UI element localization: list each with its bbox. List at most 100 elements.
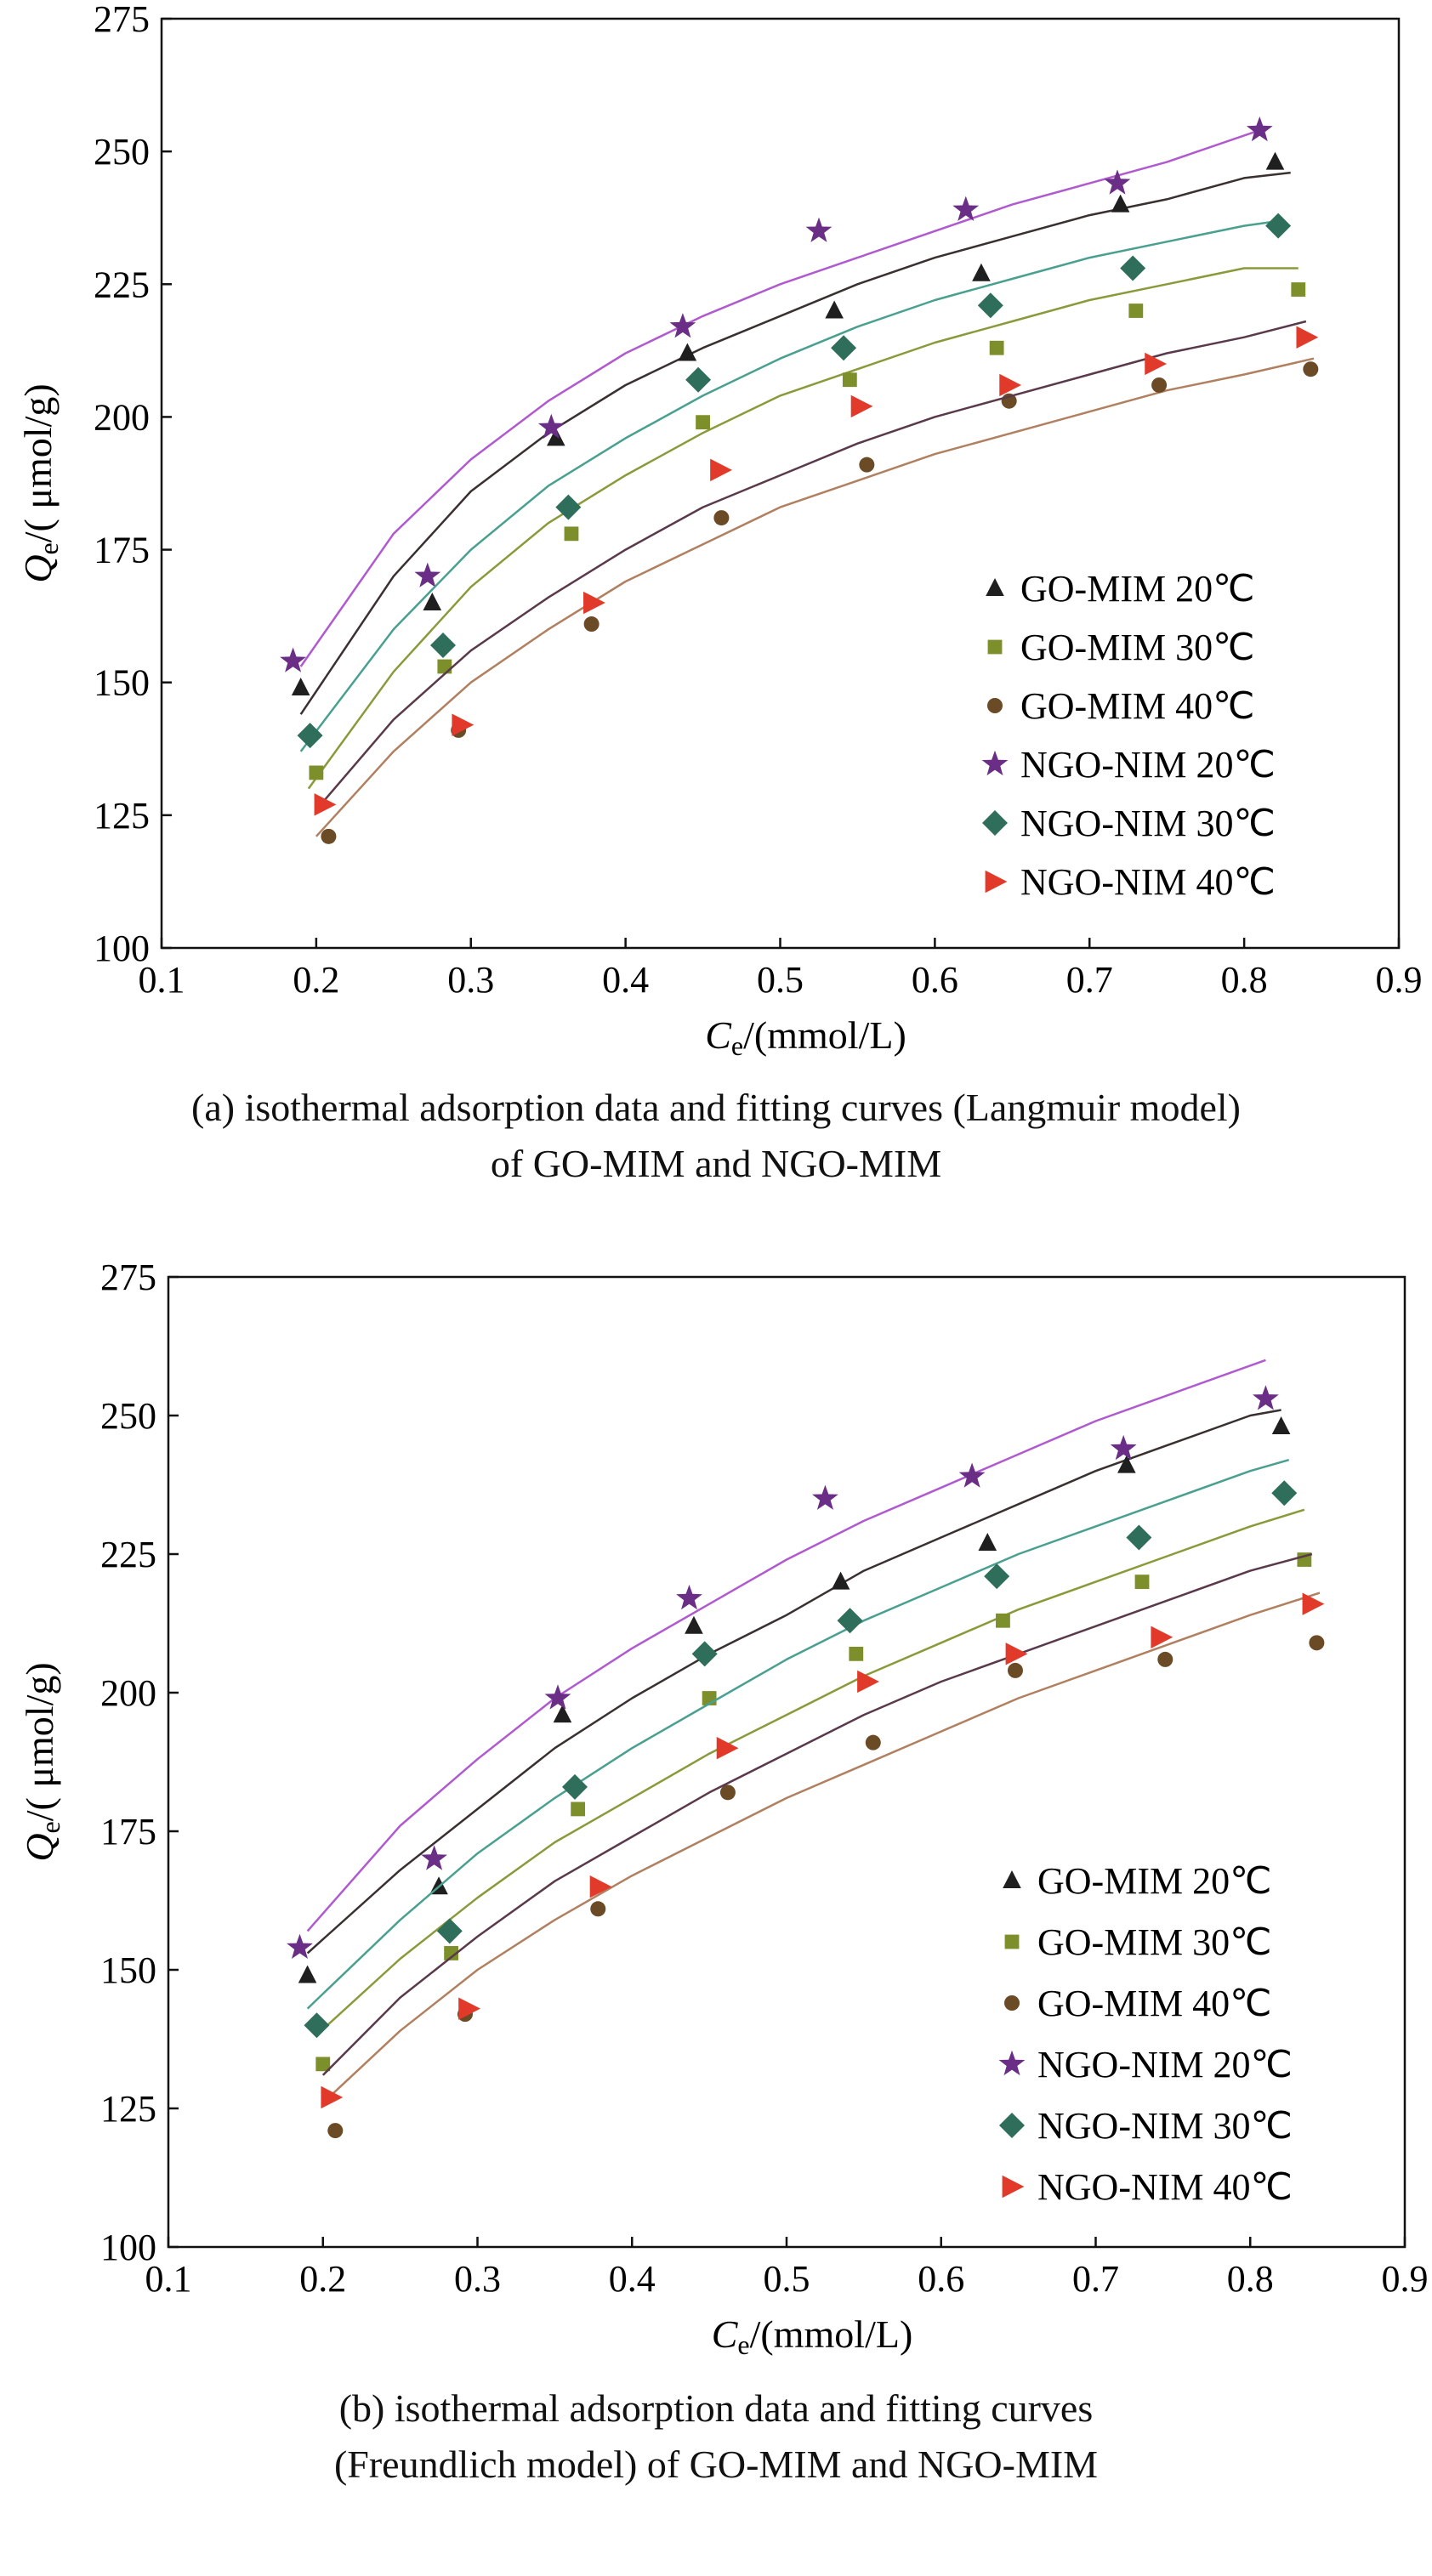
chart-a-data-point <box>291 677 310 695</box>
chart-a-data-point <box>952 196 980 221</box>
chart-a-fit-curve <box>315 320 1307 811</box>
chart-b-data-point <box>327 2123 344 2139</box>
chart-a-fit-curve <box>299 129 1260 667</box>
chart-b-legend-label: NGO-NIM 20℃ <box>1037 2044 1293 2085</box>
chart-a-data-point <box>537 413 565 439</box>
chart-b-data-point <box>1134 1575 1150 1589</box>
chart-a-data-point <box>977 292 1003 319</box>
chart-b-data-point <box>1110 1434 1137 1461</box>
chart-b-data-point <box>831 1571 850 1590</box>
chart-a-series-3 <box>280 116 1273 672</box>
chart-b-legend-marker <box>999 2113 1025 2138</box>
chart-a-data-point <box>555 494 582 520</box>
chart-b-y-axis-label-sub: e <box>35 1821 65 1833</box>
chart-a-data-point <box>1111 194 1130 213</box>
chart-b-data-point <box>1271 1480 1298 1506</box>
chart-b-data-point <box>304 2012 330 2039</box>
chart-a-x-tick-label: 0.8 <box>1221 959 1268 1001</box>
chart-a-data-point <box>1128 304 1144 318</box>
chart-b-x-ticks: 0.1 0.2 0.3 0.4 0.5 0.6 0.7 0.8 0.9 <box>145 2237 1429 2300</box>
chart-b-data-point <box>676 1585 702 1610</box>
chart-b-series-0 <box>298 1409 1291 1983</box>
chart-a-x-axis-label-main: C <box>705 1013 732 1057</box>
chart-b-data-point <box>996 1613 1010 1628</box>
chart-b-legend-label: GO-MIM 40℃ <box>1037 1983 1272 2024</box>
chart-a-data-point <box>430 632 457 658</box>
chart-b-x-axis-label-sub: e <box>737 2329 749 2360</box>
chart-a-data-point <box>678 343 697 361</box>
chart-b-y-tick-label: 250 <box>100 1395 156 1437</box>
chart-a-y-axis-label-main: Q <box>16 554 60 582</box>
chart-a-data-point <box>989 340 1004 355</box>
chart-b-data-point <box>719 1784 736 1801</box>
chart-b-data-point <box>315 2057 331 2072</box>
chart-a-x-tick-label: 0.9 <box>1376 959 1423 1001</box>
chart-b-data-point <box>1157 1651 1173 1667</box>
chart-b-data-point <box>287 1933 313 1959</box>
chart-a-x-axis-label-sub: e <box>731 1030 743 1061</box>
chart-b-legend-marker <box>1004 1934 1020 1949</box>
chart-b-y-axis-label: Qe/( μmol/g) <box>18 1662 65 1861</box>
chart-a-legend-marker <box>981 750 1009 776</box>
chart-a-data-point <box>414 562 441 587</box>
chart-a-data-point <box>972 263 991 281</box>
chart-b-data-point <box>978 1532 997 1551</box>
chart-a-data-point <box>1296 326 1319 349</box>
chart-b-fit-curve <box>321 1592 1321 2104</box>
chart-b-data-point <box>444 1946 459 1960</box>
chart-a-caption-line2: of GO-MIM and NGO-MIM <box>490 1142 942 1185</box>
chart-b-caption: (b) isothermal adsorption data and fitti… <box>0 2380 1432 2493</box>
chart-b-legend: GO-MIM 20℃ GO-MIM 30℃ GO-MIM 40℃ NGO-NIM 20… <box>998 1860 1293 2208</box>
chart-a-data-point <box>583 616 600 633</box>
chart-a-data-point <box>669 313 696 338</box>
chart-a-x-tick-label: 0.7 <box>1066 959 1113 1001</box>
chart-b-y-tick-label: 175 <box>100 1811 156 1853</box>
chart-b-data-point <box>716 1737 739 1760</box>
chart-a-x-tick-label: 0.5 <box>757 959 804 1001</box>
chart-a-data-point <box>1145 352 1168 376</box>
chart-b-data-point <box>1126 1524 1152 1551</box>
chart-b-legend-label: GO-MIM 30℃ <box>1037 1921 1272 1963</box>
chart-b-data-point <box>1007 1662 1023 1678</box>
chart-b-y-axis-label-main: Q <box>18 1833 61 1861</box>
chart-a-plot: 0.1 0.2 0.3 0.4 0.5 0.6 0.7 0.8 0.9 100 125 150 175 2… <box>16 0 1423 1061</box>
chart-b-x-axis-label: Ce/(mmol/L) <box>712 2312 913 2360</box>
chart-a-data-point <box>583 591 605 615</box>
chart-a: 0.1 0.2 0.3 0.4 0.5 0.6 0.7 0.8 0.9 100 125 150 175 2… <box>0 0 1432 1250</box>
chart-a-series-1 <box>307 267 1306 790</box>
chart-b-data-point <box>544 1684 571 1710</box>
chart-b-x-axis-label-main: C <box>712 2312 739 2356</box>
chart-b: 0.1 0.2 0.3 0.4 0.5 0.6 0.7 0.8 0.9 100 125 150 175 2… <box>0 1258 1432 2576</box>
chart-a-data-point <box>1303 361 1319 377</box>
chart-a-legend-marker <box>982 810 1008 836</box>
chart-b-series-2 <box>321 1592 1325 2139</box>
chart-a-y-tick-label: 150 <box>94 662 150 704</box>
chart-a-data-point <box>564 526 579 542</box>
chart-b-series-5 <box>321 1552 1325 2109</box>
chart-a-data-point <box>1265 213 1292 239</box>
chart-a-data-point <box>1265 151 1285 170</box>
chart-a-y-tick-label: 200 <box>94 396 150 438</box>
chart-b-y-tick-label: 200 <box>100 1672 156 1714</box>
chart-b-data-point <box>298 1965 317 1983</box>
chart-b-data-point <box>571 1801 586 1817</box>
chart-b-data-point <box>857 1670 879 1694</box>
chart-a-data-point <box>1120 255 1146 281</box>
chart-a-y-tick-label: 175 <box>94 530 150 571</box>
chart-b-data-point <box>1253 1385 1279 1410</box>
chart-a-y-tick-label: 275 <box>94 0 150 40</box>
chart-b-y-tick-label: 275 <box>100 1258 156 1298</box>
chart-a-y-tick-label: 250 <box>94 131 150 173</box>
chart-a-data-point <box>710 458 732 482</box>
chart-b-x-tick-label: 0.3 <box>454 2258 501 2300</box>
chart-a-y-ticks: 100 125 150 175 200 225 250 275 <box>94 0 172 969</box>
chart-a-legend-label: GO-MIM 20℃ <box>1020 568 1255 610</box>
chart-a-data-point <box>314 793 337 816</box>
chart-a-x-tick-label: 0.1 <box>139 959 185 1001</box>
chart-b-y-tick-label: 125 <box>100 2088 156 2130</box>
chart-b-legend-marker <box>1003 1870 1021 1888</box>
chart-a-data-point <box>999 373 1022 397</box>
chart-a-y-tick-label: 225 <box>94 264 150 305</box>
chart-b-data-point <box>691 1641 718 1667</box>
chart-a-data-point <box>423 593 442 611</box>
